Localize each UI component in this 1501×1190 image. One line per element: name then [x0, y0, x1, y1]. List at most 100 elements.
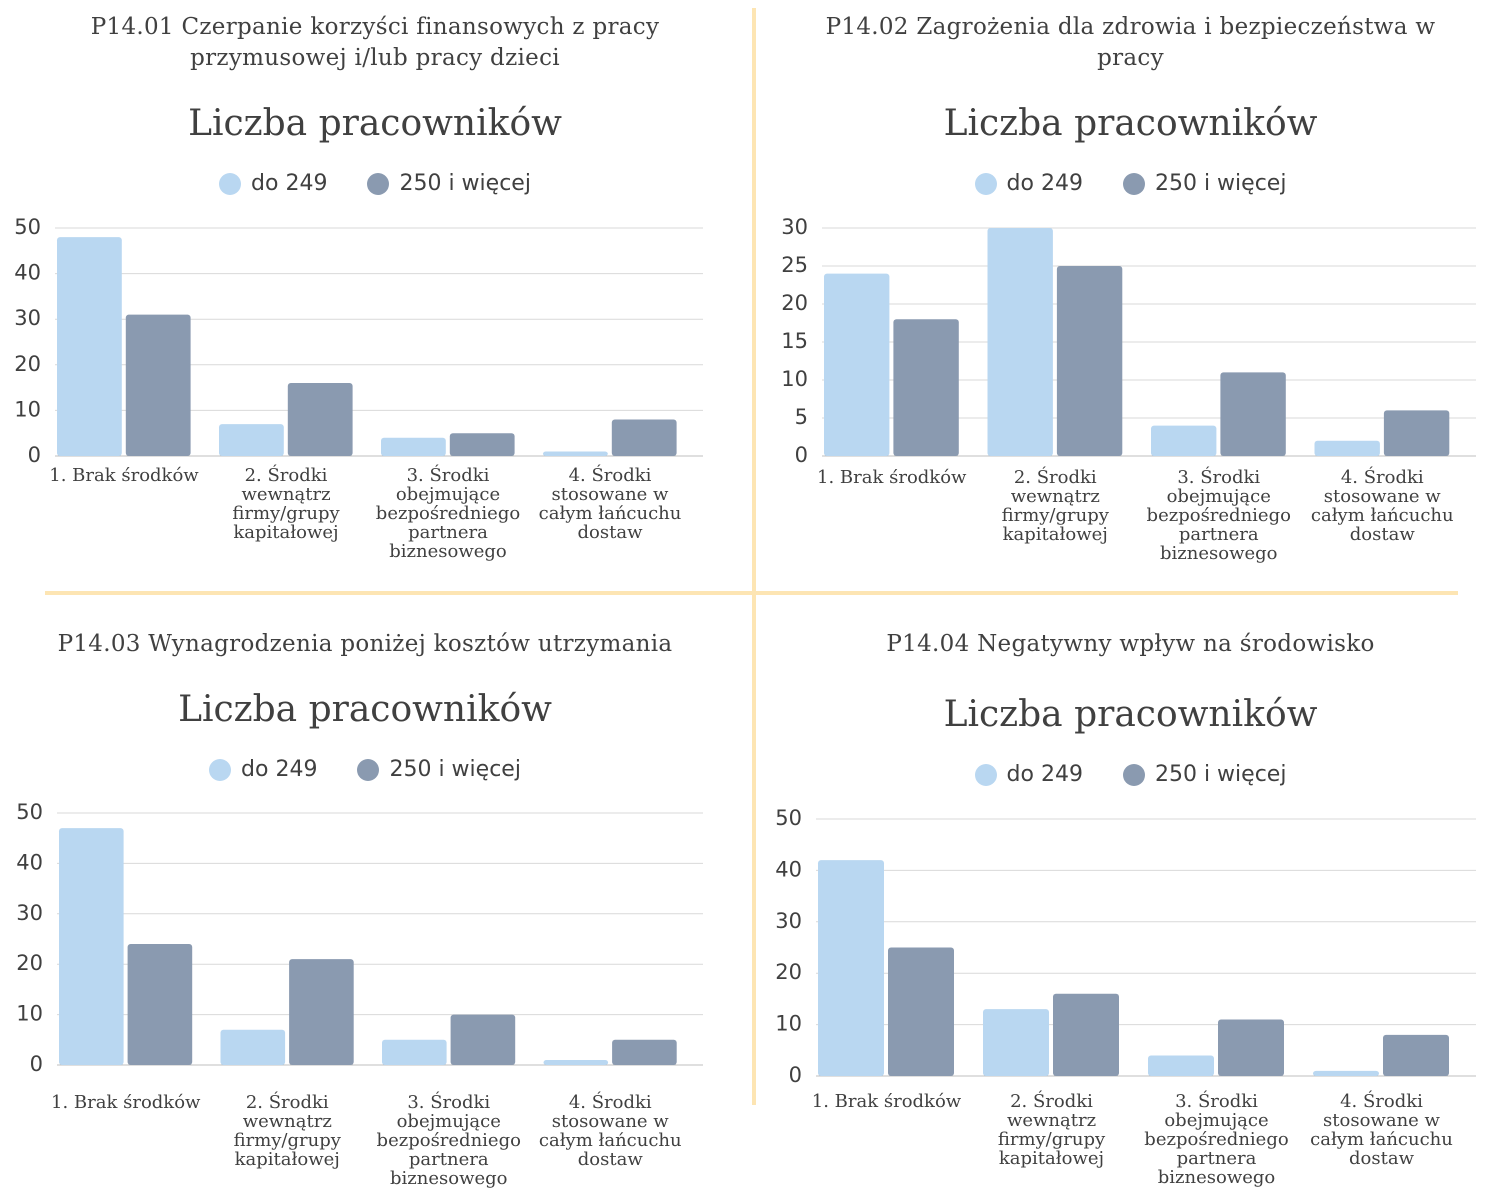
legend-label: 250 i więcej: [1154, 762, 1287, 787]
chart-title: Liczba pracowników: [943, 103, 1318, 144]
bar: [1056, 266, 1123, 456]
bar: [59, 828, 124, 1065]
chart-title: Liczba pracowników: [188, 103, 562, 144]
bar: [1218, 1019, 1284, 1076]
bar: [824, 273, 890, 456]
legend-item: do 249: [974, 762, 1083, 787]
y-tick-label: 0: [795, 443, 808, 467]
bar: [449, 433, 515, 456]
legend-item: 250 i więcej: [367, 171, 531, 196]
y-tick-label: 50: [775, 806, 802, 830]
bar: [1148, 1055, 1214, 1076]
legend-swatch: [209, 758, 232, 781]
x-tick-label: 3. Środki obejmujące bezpośredniego part…: [376, 1092, 521, 1189]
bar: [289, 959, 354, 1065]
y-tick-label: 5: [795, 405, 808, 429]
legend-label: do 249: [251, 171, 328, 196]
bar: [983, 1009, 1049, 1076]
x-tick-label: 3. Środki obejmujące bezpośredniego part…: [375, 465, 521, 562]
y-tick-label: 10: [775, 1012, 802, 1036]
bar: [987, 228, 1053, 456]
legend-item: do 249: [209, 757, 317, 782]
legend: do 249 250 i więcej: [0, 171, 750, 196]
x-tick-label: 2. Środki wewnątrz firmy/grupy kapitałow…: [997, 1091, 1106, 1169]
y-tick-label: 30: [775, 909, 802, 933]
y-tick-label: 20: [781, 291, 808, 315]
legend-swatch: [219, 172, 242, 195]
y-tick-label: 0: [789, 1063, 802, 1087]
legend-item: do 249: [219, 171, 327, 196]
y-tick-label: 0: [28, 443, 41, 467]
x-tick-label: 1. Brak środków: [49, 465, 199, 486]
x-tick-label: 3. Środki obejmujące bezpośredniego part…: [1146, 467, 1291, 564]
y-tick-label: 20: [16, 951, 43, 975]
legend: do 249 250 i więcej: [760, 762, 1501, 787]
y-tick-label: 25: [781, 253, 808, 277]
bar: [888, 947, 954, 1076]
y-tick-label: 40: [16, 850, 43, 874]
legend-label: 250 i więcej: [389, 757, 521, 782]
bar: [57, 237, 122, 456]
bar: [611, 419, 677, 456]
legend-item: 250 i więcej: [357, 757, 521, 782]
y-tick-label: 30: [14, 306, 41, 330]
bar: [818, 860, 884, 1076]
bar: [1314, 440, 1380, 456]
y-tick-label: 20: [775, 960, 802, 984]
y-tick-label: 0: [30, 1052, 43, 1076]
y-tick-label: 50: [16, 800, 43, 824]
legend-label: do 249: [1006, 171, 1083, 196]
x-tick-label: 4. Środki stosowane w całym łańcuchu dos…: [1310, 1091, 1453, 1169]
bar: [127, 944, 193, 1065]
x-tick-label: 1. Brak środków: [811, 1091, 962, 1112]
bar: [381, 437, 446, 456]
bar: [220, 1029, 286, 1065]
x-tick-label: 4. Środki stosowane w całym łańcuchu dos…: [538, 1092, 682, 1170]
y-tick-label: 10: [781, 367, 808, 391]
bar: [543, 1059, 609, 1065]
y-tick-label: 20: [14, 352, 41, 376]
x-tick-label: 4. Środki stosowane w całym łańcuchu dos…: [538, 465, 682, 543]
x-tick-label: 2. Środki wewnątrz firmy/grupy kapitałow…: [232, 465, 340, 543]
bar: [125, 314, 191, 456]
bar: [1151, 425, 1217, 456]
bar: [893, 319, 959, 456]
chart-heading: P14.03 Wynagrodzenia poniżej kosztów utr…: [57, 631, 673, 657]
legend-swatch: [367, 172, 390, 195]
y-tick-label: 40: [775, 857, 802, 881]
legend: do 249 250 i więcej: [0, 757, 730, 782]
x-tick-label: 1. Brak środków: [51, 1092, 201, 1113]
bar: [1220, 372, 1286, 456]
legend-item: 250 i więcej: [1122, 171, 1287, 196]
legend-label: do 249: [241, 757, 318, 782]
y-tick-label: 15: [781, 329, 808, 353]
chart-heading: P14.01 Czerpanie korzyści finansowych z …: [90, 14, 660, 71]
bar: [1053, 993, 1119, 1076]
bar: [219, 424, 284, 456]
legend-item: do 249: [974, 171, 1083, 196]
legend-swatch: [357, 758, 380, 781]
bar: [1313, 1070, 1379, 1076]
x-tick-label: 4. Środki stosowane w całym łańcuchu dos…: [1310, 467, 1454, 545]
bar: [612, 1039, 677, 1065]
legend-swatch: [1122, 172, 1145, 195]
bar: [543, 451, 608, 456]
x-tick-label: 2. Środki wewnątrz firmy/grupy kapitałow…: [1001, 467, 1109, 545]
legend-swatch: [1122, 763, 1145, 786]
chart-heading: P14.04 Negatywny wpływ na środowisko: [886, 631, 1375, 657]
legend-item: 250 i więcej: [1122, 762, 1287, 787]
bar: [382, 1039, 447, 1065]
legend-label: 250 i więcej: [399, 171, 531, 196]
bar: [287, 383, 353, 456]
legend-label: do 249: [1006, 762, 1083, 787]
x-tick-label: 2. Środki wewnątrz firmy/grupy kapitałow…: [233, 1092, 341, 1170]
y-tick-label: 10: [16, 1002, 43, 1026]
chart-heading: P14.02 Zagrożenia dla zdrowia i bezpiecz…: [825, 14, 1436, 71]
legend-label: 250 i więcej: [1154, 171, 1287, 196]
bar: [1383, 1034, 1449, 1076]
legend: do 249 250 i więcej: [760, 171, 1501, 196]
y-tick-label: 50: [14, 215, 41, 239]
chart-title: Liczba pracowników: [178, 689, 552, 730]
bar: [1383, 410, 1450, 456]
